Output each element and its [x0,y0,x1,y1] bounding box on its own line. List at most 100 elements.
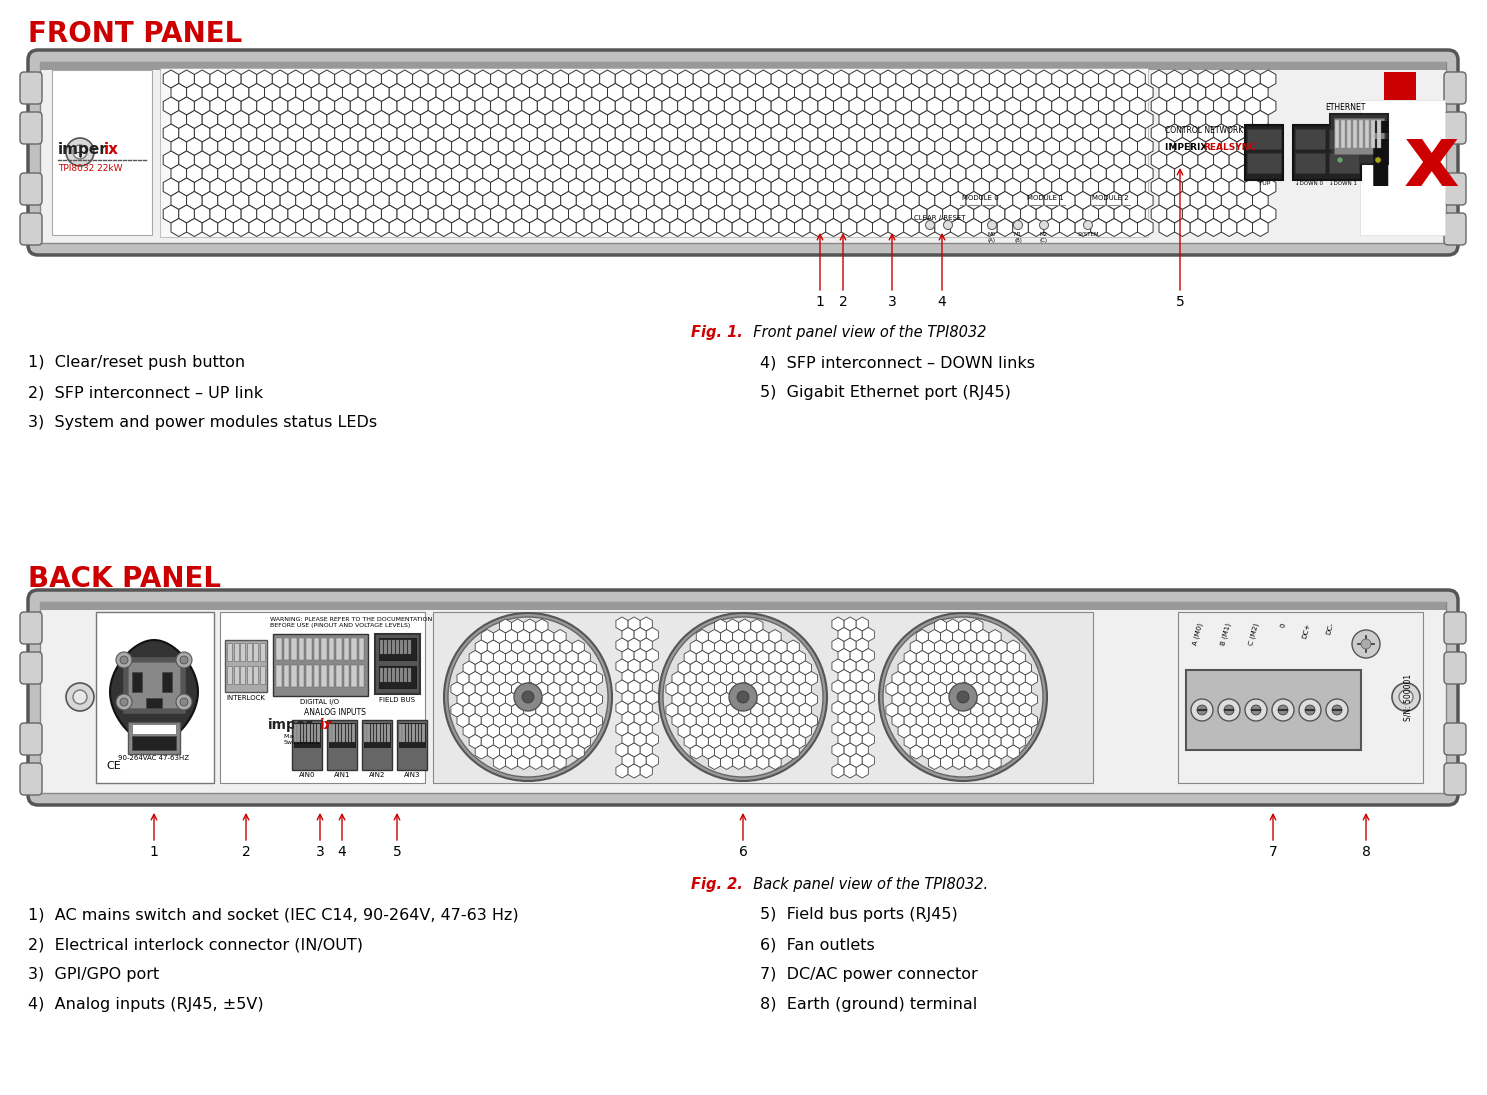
Polygon shape [862,712,874,726]
Polygon shape [1261,97,1276,115]
Polygon shape [842,164,857,183]
Polygon shape [506,151,522,169]
Text: 4)  Analog inputs (RJ45, ±5V): 4) Analog inputs (RJ45, ±5V) [28,998,263,1012]
Polygon shape [592,192,608,209]
Polygon shape [1130,178,1145,196]
Polygon shape [373,192,390,209]
Polygon shape [724,205,741,223]
Polygon shape [904,111,919,128]
Polygon shape [1068,178,1083,196]
Text: INTERLOCK: INTERLOCK [226,695,266,701]
Polygon shape [998,192,1013,209]
Bar [314,665,320,687]
Polygon shape [965,714,977,727]
Polygon shape [412,70,428,88]
Polygon shape [476,745,488,759]
Text: 3)  GPI/GPO port: 3) GPI/GPO port [28,967,159,982]
Polygon shape [421,164,436,183]
Polygon shape [741,151,755,169]
Polygon shape [590,692,602,706]
Polygon shape [943,124,958,142]
Polygon shape [483,164,498,183]
Polygon shape [1151,151,1167,169]
Polygon shape [1230,205,1245,223]
Polygon shape [724,124,741,142]
Polygon shape [512,682,523,696]
Polygon shape [633,648,647,662]
Bar [311,724,312,742]
Polygon shape [724,151,741,169]
Polygon shape [590,714,602,727]
Polygon shape [950,192,967,209]
Polygon shape [1013,192,1029,209]
Polygon shape [928,714,940,727]
Polygon shape [1130,151,1145,169]
Polygon shape [1026,692,1038,706]
Circle shape [659,613,827,781]
Polygon shape [382,205,397,223]
Text: TPI8032 22kW: TPI8032 22kW [58,164,122,173]
Polygon shape [553,205,568,223]
Bar [1187,670,1361,750]
Polygon shape [1029,138,1044,155]
Polygon shape [622,648,633,662]
Polygon shape [995,724,1007,738]
Polygon shape [981,111,998,128]
Polygon shape [708,630,721,644]
Polygon shape [998,83,1013,102]
Polygon shape [953,714,965,727]
Polygon shape [794,111,810,128]
Polygon shape [724,178,741,196]
Bar [1334,118,1384,154]
Polygon shape [880,70,895,88]
Polygon shape [638,83,654,102]
Polygon shape [623,192,638,209]
Text: AIN2: AIN2 [369,772,385,779]
Polygon shape [845,638,857,652]
Polygon shape [1221,83,1237,102]
Polygon shape [947,682,959,696]
Polygon shape [1252,83,1268,102]
Polygon shape [772,97,787,115]
Polygon shape [967,192,981,209]
Polygon shape [1206,219,1221,237]
Polygon shape [633,669,647,683]
Circle shape [1084,220,1093,230]
Polygon shape [296,219,311,237]
Bar [358,665,364,687]
Polygon shape [842,111,857,128]
Bar [381,668,384,682]
Polygon shape [428,178,443,196]
Polygon shape [1237,164,1252,183]
Bar [404,639,407,654]
Polygon shape [1213,151,1230,169]
Polygon shape [210,151,226,169]
Polygon shape [535,703,547,717]
Polygon shape [452,192,467,209]
Polygon shape [578,714,590,727]
Polygon shape [599,70,616,88]
Polygon shape [851,691,862,704]
Text: 90-264VAC 47-63HZ: 90-264VAC 47-63HZ [119,754,189,761]
Polygon shape [708,735,721,749]
Polygon shape [506,735,517,749]
Circle shape [116,694,132,710]
Polygon shape [787,703,800,717]
Polygon shape [825,219,842,237]
Polygon shape [186,192,202,209]
Polygon shape [755,205,772,223]
Polygon shape [630,97,647,115]
Text: x: x [1404,120,1460,204]
Polygon shape [751,661,763,675]
Polygon shape [1060,164,1075,183]
Polygon shape [451,682,462,696]
Bar [274,634,367,696]
Polygon shape [1013,164,1029,183]
Polygon shape [831,701,845,715]
Polygon shape [803,124,818,142]
Bar [132,672,141,692]
Circle shape [1014,220,1023,230]
Polygon shape [958,178,974,196]
Polygon shape [745,714,757,727]
Polygon shape [506,178,522,196]
